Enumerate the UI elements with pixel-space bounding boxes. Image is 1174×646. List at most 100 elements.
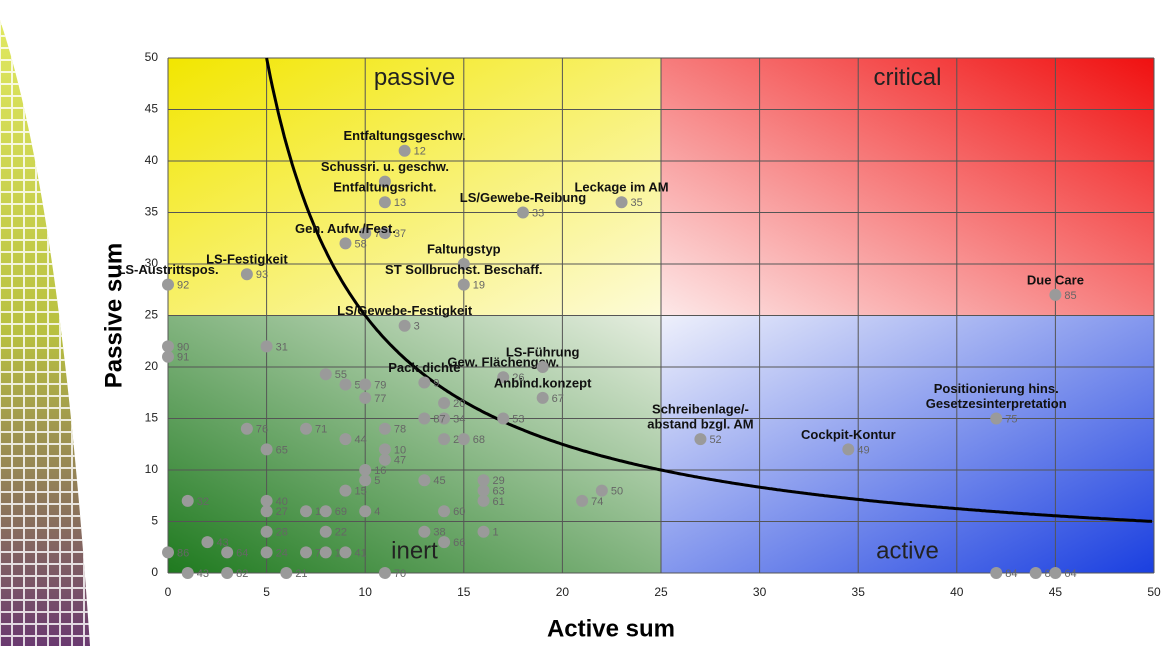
point: [379, 567, 391, 579]
point-label: 47: [394, 455, 406, 467]
y-tick-label: 35: [145, 205, 159, 219]
point: [320, 368, 332, 380]
point-label: 32: [197, 496, 209, 508]
x-tick-label: 10: [359, 585, 373, 599]
x-tick-label: 50: [1147, 585, 1161, 599]
y-tick-label: 10: [145, 462, 159, 476]
x-tick-label: 0: [165, 585, 172, 599]
point-name: Schreibenlage/-: [652, 402, 749, 417]
point: [162, 340, 174, 352]
point: [261, 340, 273, 352]
quadrant-label: inert: [391, 538, 438, 565]
point: [1049, 289, 1061, 301]
point-label: 27: [276, 506, 288, 518]
point-label: 86: [177, 547, 189, 559]
quadrant-label: passive: [374, 64, 455, 91]
point: [261, 546, 273, 558]
y-tick-label: 40: [145, 153, 159, 167]
point: [438, 505, 450, 517]
point: [339, 379, 351, 391]
point-name: LS-Festigkeit: [206, 252, 288, 267]
point-label: 35: [631, 197, 643, 209]
point-label: 31: [276, 341, 288, 353]
x-tick-label: 20: [556, 585, 570, 599]
point-label: 91: [177, 352, 189, 364]
y-tick-label: 25: [145, 308, 159, 322]
point: [221, 546, 233, 558]
point-label: 64: [236, 547, 248, 559]
point-label: 44: [354, 434, 366, 446]
point-name: Faltungstyp: [427, 241, 501, 256]
point-label: 19: [473, 280, 485, 292]
point-label: 60: [453, 506, 465, 518]
x-axis-label: Active sum: [547, 615, 675, 642]
point-label: 71: [315, 424, 327, 436]
point: [300, 505, 312, 517]
point-label: 77: [374, 393, 386, 405]
point-label: 75: [1005, 413, 1017, 425]
point-name: Entfaltungsgeschw.: [343, 128, 465, 143]
point-name: Leckage im AM: [574, 180, 668, 195]
point-label: 4: [374, 506, 380, 518]
point: [201, 536, 213, 548]
point-name: ST Sollbruchst. Beschaff.: [385, 262, 542, 277]
point-label: 66: [453, 537, 465, 549]
point-name: Cockpit-Kontur: [801, 427, 896, 442]
point-label: 70: [394, 568, 406, 580]
y-tick-label: 15: [145, 411, 159, 425]
point: [478, 474, 490, 486]
point: [320, 546, 332, 558]
point-name: Geh. Aufw./Fest.: [295, 221, 396, 236]
point: [458, 433, 470, 445]
point-label: 5: [374, 475, 380, 487]
point: [339, 485, 351, 497]
point-name: LS-Austrittspos.: [117, 262, 218, 277]
quadrant-label: active: [876, 538, 939, 565]
point-label: 50: [611, 486, 623, 498]
point: [478, 526, 490, 538]
y-tick-label: 0: [151, 565, 158, 579]
point-label: 24: [276, 547, 288, 559]
point: [339, 546, 351, 558]
point-label: 12: [414, 146, 426, 158]
point: [399, 145, 411, 157]
point-label: 76: [256, 424, 268, 436]
y-tick-label: 50: [145, 50, 159, 64]
point-label: 43: [197, 568, 209, 580]
point: [418, 376, 430, 388]
point-label: 58: [354, 238, 366, 250]
point-label: 79: [374, 379, 386, 391]
point: [418, 526, 430, 538]
point: [576, 495, 588, 507]
point-label: 53: [512, 413, 524, 425]
point: [241, 423, 253, 435]
point-label: 93: [256, 269, 268, 281]
point: [418, 413, 430, 425]
point: [616, 196, 628, 208]
point-label: 67: [552, 393, 564, 405]
quadrant: [661, 316, 1154, 574]
point: [300, 546, 312, 558]
point-label: 33: [532, 207, 544, 219]
y-tick-label: 20: [145, 359, 159, 373]
point-label: 68: [473, 434, 485, 446]
point: [478, 495, 490, 507]
point: [596, 485, 608, 497]
point: [418, 474, 430, 486]
point-label: 15: [354, 486, 366, 498]
y-tick-label: 5: [151, 514, 158, 528]
point-label: 82: [236, 568, 248, 580]
point: [379, 196, 391, 208]
point: [162, 351, 174, 363]
point-label: 28: [276, 527, 288, 539]
decoration: [0, 20, 90, 646]
point: [261, 443, 273, 455]
point: [320, 505, 332, 517]
point-label: 64: [1064, 568, 1076, 580]
x-tick-label: 35: [852, 585, 866, 599]
point: [379, 454, 391, 466]
point: [162, 546, 174, 558]
x-tick-label: 45: [1049, 585, 1063, 599]
point-label: 21: [295, 568, 307, 580]
point-name: Gesetzesinterpretation: [926, 396, 1067, 411]
